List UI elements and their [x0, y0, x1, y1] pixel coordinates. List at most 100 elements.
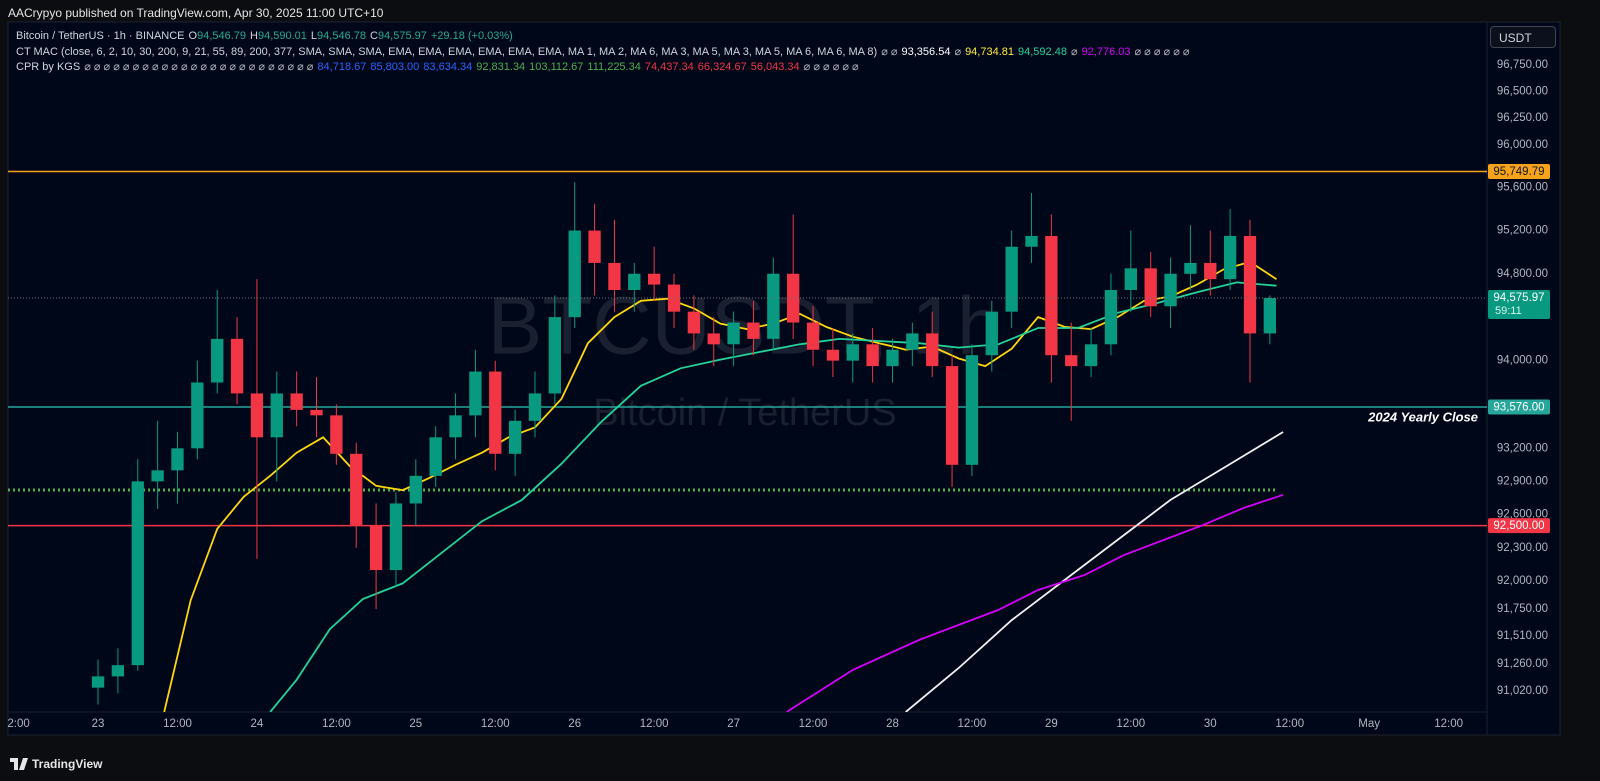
- legend-value: 94,590.01: [257, 30, 307, 42]
- candle-body: [131, 481, 144, 666]
- level-label-box: [1488, 164, 1550, 180]
- candle-body: [250, 393, 264, 438]
- watermark-symbol: BTCUSDT, 1h: [488, 281, 1003, 372]
- y-tick-label: 96,250.00: [1497, 112, 1548, 124]
- legend-value: 84,718.67: [317, 61, 367, 73]
- legend-value: ⌀ ⌀ ⌀ ⌀ ⌀ ⌀: [803, 61, 859, 73]
- header: AACrypyo published on TradingView.com, A…: [8, 6, 384, 20]
- candle-body: [806, 322, 820, 350]
- y-tick-label: 92,000.00: [1497, 575, 1548, 587]
- legend-value: 93,356.54: [901, 46, 951, 58]
- legend-value: C: [369, 30, 378, 42]
- legend-symbol: Bitcoin / TetherUS · 1h · BINANCE O94,546…: [16, 30, 517, 42]
- x-tick-label: 28: [886, 718, 899, 730]
- x-tick-label: 12:00: [322, 718, 351, 730]
- y-tick-label: 95,600.00: [1497, 182, 1548, 194]
- candle-body: [330, 415, 343, 454]
- footer: TradingView: [10, 757, 102, 771]
- x-tick-label: 30: [1204, 718, 1217, 730]
- y-tick-label: 91,510.00: [1497, 630, 1548, 642]
- x-tick-label: 25: [409, 718, 422, 730]
- candle-body: [230, 338, 244, 394]
- candle-body: [747, 322, 760, 339]
- legend-value: 94,546.79: [197, 30, 247, 42]
- x-tick-label: 29: [1045, 718, 1058, 730]
- candle-body: [1204, 262, 1217, 280]
- y-tick-label: 91,750.00: [1497, 603, 1548, 615]
- legend-value: 94,575.97: [377, 30, 427, 42]
- candle-body: [469, 371, 482, 416]
- candle-body: [707, 333, 720, 345]
- candle-body: [369, 525, 383, 571]
- candle-body: [191, 382, 204, 449]
- candle-body: [290, 393, 303, 410]
- legend-value: 85,803.00: [370, 61, 420, 73]
- candle-body: [1263, 298, 1277, 334]
- legend-value: 94,592.48: [1018, 46, 1067, 58]
- candle-body: [389, 503, 403, 571]
- legend-value: 94,734.81: [965, 46, 1014, 58]
- plot-area: [8, 170, 1487, 712]
- legend-value: ⌀ ⌀ ⌀ ⌀ ⌀ ⌀: [1134, 46, 1190, 58]
- candle-body: [628, 273, 641, 290]
- legend-indicator: CPR by KGS ⌀ ⌀ ⌀ ⌀ ⌀ ⌀ ⌀ ⌀ ⌀ ⌀ ⌀ ⌀ ⌀ ⌀ ⌀ …: [16, 60, 863, 73]
- candle-body: [866, 344, 879, 367]
- y-tick-label: 96,750.00: [1497, 59, 1548, 71]
- candle-body: [1164, 273, 1177, 307]
- y-tick-label: 96,500.00: [1497, 86, 1548, 98]
- legend-value: 103,112.67: [529, 61, 584, 73]
- candle-body: [211, 338, 224, 383]
- candle-body: [409, 475, 422, 504]
- y-tick-label: 91,020.00: [1497, 685, 1548, 697]
- x-tick-label: 26: [568, 718, 581, 730]
- ma-line: [905, 431, 1284, 712]
- x-tick-label: 12:00: [799, 718, 828, 730]
- ma-line: [786, 493, 1284, 712]
- level-label: 95,749.79: [1493, 166, 1544, 178]
- legend-value: L: [310, 30, 318, 42]
- x-tick-label: 12:00: [1275, 718, 1304, 730]
- y-tick-label: 94,800.00: [1497, 268, 1548, 280]
- legend-value: 94,546.78: [317, 30, 366, 42]
- candle-body: [588, 230, 601, 263]
- candle-body: [171, 448, 184, 471]
- candle-body: [111, 665, 125, 677]
- legend-value: ⌀: [954, 46, 962, 58]
- currency-button[interactable]: USDT: [1490, 26, 1556, 48]
- y-tick-label: 96,000.00: [1497, 139, 1548, 151]
- candle-body: [1045, 235, 1058, 356]
- legend-value: O: [188, 30, 198, 42]
- level-annotation: 2024 Yearly Close: [1367, 409, 1478, 424]
- x-tick-label: 24: [251, 718, 264, 730]
- legend-title: Bitcoin / TetherUS · 1h · BINANCE: [16, 30, 185, 42]
- candle-body: [1243, 235, 1257, 334]
- last-price-label: 94,575.97: [1493, 292, 1544, 304]
- y-tick-label: 92,600.00: [1497, 509, 1548, 521]
- x-tick-label: 27: [727, 718, 740, 730]
- candle-body: [1005, 246, 1018, 312]
- candle-body: [826, 349, 840, 361]
- candle-body: [945, 366, 959, 465]
- x-tick-label: 23: [92, 718, 105, 730]
- legend-title: CT MAC (close, 6, 2, 10, 30, 200, 9, 21,…: [16, 46, 878, 58]
- candle-body: [727, 322, 740, 345]
- candle-body: [568, 230, 581, 318]
- legend-value: 66,324.67: [697, 61, 747, 73]
- candle-body: [926, 333, 939, 367]
- x-tick-label: 12:00: [958, 718, 987, 730]
- candle-body: [449, 415, 462, 438]
- candle-body: [1184, 262, 1197, 274]
- candle-body: [508, 420, 522, 454]
- candle-body: [1084, 344, 1098, 367]
- candle-body: [270, 393, 283, 438]
- y-tick-label: 92,900.00: [1497, 475, 1548, 487]
- candle-body: [1223, 235, 1237, 280]
- logo: [10, 758, 28, 770]
- x-tick-label: May: [1358, 718, 1380, 730]
- level-label-box: [1488, 399, 1550, 415]
- candle-body: [1144, 268, 1157, 307]
- y-tick-label: 92,300.00: [1497, 542, 1548, 554]
- level-label-box: [1488, 518, 1550, 534]
